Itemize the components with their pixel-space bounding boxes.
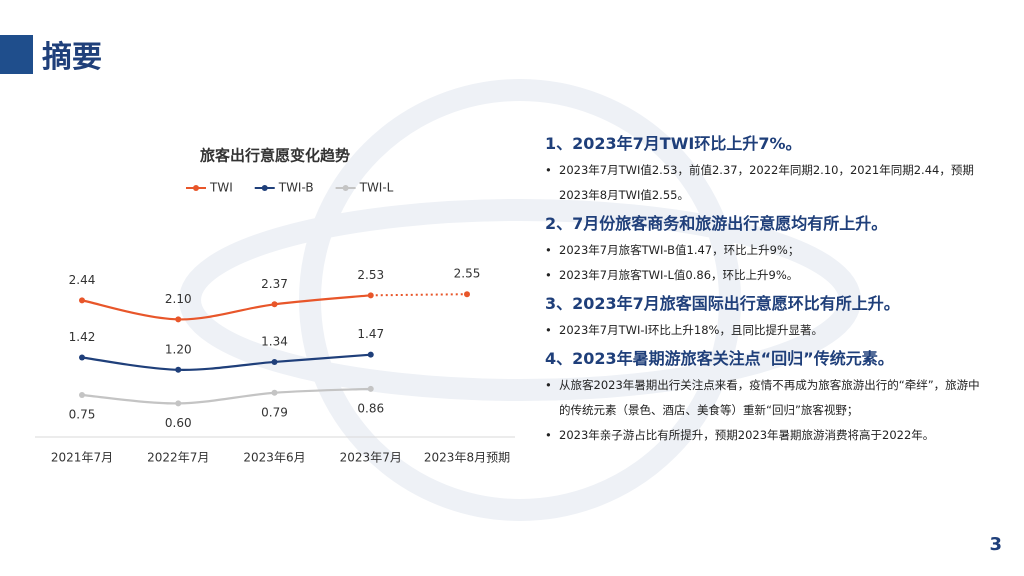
point — [175, 366, 182, 373]
bullet: 从旅客2023年暑期出行关注点来看，疫情不再成为旅客旅游出行的“牵绊”，旅游中的… — [545, 373, 985, 423]
data-label: 2.37 — [261, 277, 288, 291]
legend-marker — [193, 185, 199, 191]
data-label: 0.79 — [261, 405, 288, 419]
point — [367, 292, 374, 299]
data-label: 1.20 — [165, 342, 192, 356]
legend-label: TWI — [209, 181, 233, 195]
legend-label: TWI-B — [278, 181, 314, 195]
x-tick-label: 2023年7月 — [340, 451, 402, 465]
slide-title: 摘要 — [42, 40, 102, 75]
legend-label: TWI-L — [359, 181, 394, 195]
point — [271, 389, 278, 396]
series-line — [81, 353, 371, 371]
data-label: 1.47 — [357, 327, 384, 341]
point — [175, 400, 182, 407]
point — [79, 297, 85, 304]
x-tick-label: 2022年7月 — [147, 451, 209, 465]
data-label: 2.10 — [165, 292, 192, 306]
point — [79, 392, 85, 398]
bullet: 2023年亲子游占比有所提升，预期2023年暑期旅游消费将高于2022年。 — [545, 423, 985, 448]
section-heading: 2、7月份旅客商务和旅游出行意愿均有所上升。 — [545, 214, 888, 233]
section-heading: 3、2023年7月旅客国际出行意愿环比有所上升。 — [545, 294, 900, 313]
section-heading: 4、2023年暑期游旅客关注点“回归”传统元素。 — [545, 349, 894, 368]
page-number: 3 — [989, 534, 1002, 555]
point — [175, 316, 182, 323]
section-heading: 1、2023年7月TWI环比上升7%。 — [545, 134, 802, 153]
legend-marker — [261, 185, 268, 191]
bullet: 2023年7月TWI值2.53，前值2.37，2022年同期2.10，2021年… — [545, 158, 985, 208]
bullet: 2023年7月旅客TWI-B值1.47，环比上升9%； — [545, 238, 985, 263]
summary: 1、2023年7月TWI环比上升7%。 2023年7月TWI值2.53，前值2.3… — [545, 128, 985, 448]
title-bar — [0, 35, 33, 74]
data-label: 2.53 — [357, 268, 384, 282]
series-line — [81, 294, 371, 321]
data-label: 1.42 — [69, 330, 96, 344]
bullet: 2023年7月TWI-I环比上升18%，且同比提升显著。 — [545, 318, 985, 343]
point — [367, 385, 374, 392]
chart-title: 旅客出行意愿变化趋势 — [200, 147, 350, 165]
data-label: 2.55 — [454, 267, 481, 281]
x-tick-label: 2021年7月 — [51, 451, 113, 465]
forecast-line — [370, 293, 468, 297]
data-label: 1.34 — [261, 334, 288, 348]
x-tick-label: 2023年8月预期 — [424, 451, 510, 465]
x-tick-label: 2023年6月 — [243, 451, 305, 465]
series-line — [81, 387, 371, 405]
point — [367, 351, 374, 358]
data-label: 0.75 — [69, 408, 96, 422]
data-label: 2.44 — [69, 273, 96, 287]
point — [271, 301, 278, 308]
point — [271, 358, 278, 365]
point — [79, 354, 85, 361]
data-label: 0.86 — [357, 401, 384, 415]
legend-marker — [342, 185, 349, 191]
data-label: 0.60 — [165, 416, 192, 430]
bullet: 2023年7月旅客TWI-L值0.86，环比上升9%。 — [545, 263, 985, 288]
point — [464, 291, 470, 298]
